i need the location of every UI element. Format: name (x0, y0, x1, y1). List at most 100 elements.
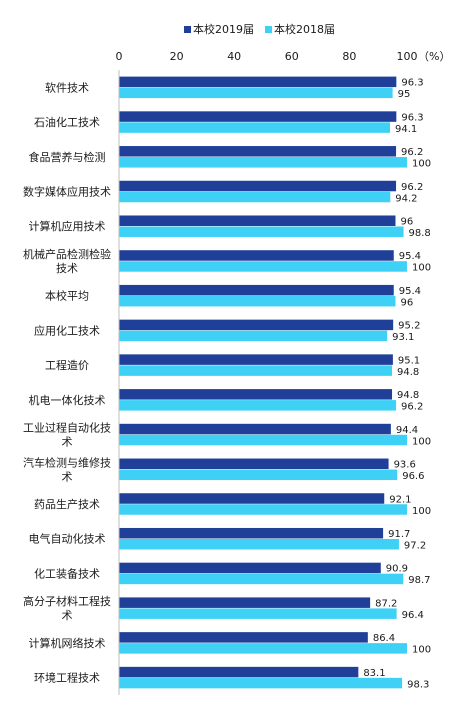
bar-2019-7 (119, 319, 394, 331)
category-label-3: 数字媒体应用技术 (23, 185, 111, 199)
data-label-2019-15: 87.2 (375, 598, 397, 609)
data-label-2019-11: 93.6 (394, 460, 416, 471)
data-label-2018-15: 96.4 (402, 610, 424, 621)
data-label-2018-12: 100 (412, 506, 431, 517)
category-label-17: 环境工程技术 (34, 671, 100, 685)
bar-2019-9 (119, 389, 393, 400)
bars (119, 76, 407, 689)
bar-2019-6 (119, 284, 394, 296)
data-label-2019-14: 90.9 (386, 564, 408, 575)
x-tick-label-60: 60 (285, 50, 299, 63)
data-label-2018-10: 100 (412, 436, 431, 447)
data-label-2018-11: 96.6 (402, 471, 424, 482)
bar-2018-9 (119, 400, 397, 411)
category-label-5: 机械产品检测检验技术 (23, 247, 111, 275)
data-label-2018-4: 98.8 (409, 228, 431, 239)
bar-2018-1 (119, 122, 391, 133)
data-label-2019-4: 96 (400, 216, 413, 227)
bar-2018-12 (119, 504, 407, 515)
data-label-2018-16: 100 (412, 645, 431, 656)
bar-2019-13 (119, 527, 384, 539)
bar-2019-3 (119, 180, 397, 192)
category-label-13: 电气自动化技术 (29, 532, 106, 546)
bar-2019-2 (119, 146, 397, 157)
data-label-2019-10: 94.4 (396, 425, 418, 436)
bar-2018-6 (119, 295, 396, 307)
category-label-9: 机电一体化技术 (29, 393, 106, 407)
bar-2018-11 (119, 469, 398, 481)
data-label-2018-17: 98.3 (407, 679, 429, 690)
x-tick-label-100: 100 (397, 50, 418, 63)
bar-2018-10 (119, 434, 407, 446)
bar-2018-15 (119, 608, 397, 619)
category-label-6: 本校平均 (45, 289, 89, 303)
category-labels: 软件技术石油化工技术食品营养与检测数字媒体应用技术计算机应用技术机械产品检测检验… (23, 80, 111, 684)
data-label-2019-1: 96.3 (401, 112, 423, 123)
data-label-2018-14: 98.7 (408, 575, 430, 586)
bar-2018-4 (119, 226, 404, 237)
x-tick-label-20: 20 (170, 50, 184, 63)
unit-label: （%） (418, 50, 450, 63)
category-label-0: 软件技术 (45, 80, 89, 94)
bar-2019-16 (119, 632, 368, 643)
bar-2019-14 (119, 562, 381, 574)
data-label-2018-5: 100 (412, 263, 431, 274)
x-tick-label-80: 80 (342, 50, 356, 63)
data-label-2019-9: 94.8 (397, 390, 419, 401)
data-label-2019-5: 95.4 (399, 251, 421, 262)
legend-label-2019: 本校2019届 (193, 22, 254, 36)
category-label-2: 食品营养与检测 (29, 150, 106, 164)
bar-2019-12 (119, 493, 385, 504)
data-labels: 96.39596.394.196.210096.294.29698.895.41… (363, 78, 431, 691)
data-label-2019-8: 95.1 (398, 355, 420, 366)
x-axis-tick-labels: 0 20 40 60 80 100 (116, 50, 418, 63)
bar-2019-0 (119, 76, 397, 88)
bar-2018-16 (119, 643, 407, 654)
data-label-2018-7: 93.1 (392, 332, 414, 343)
data-label-2019-13: 91.7 (388, 529, 410, 540)
category-label-12: 药品生产技术 (34, 497, 100, 511)
bar-2019-10 (119, 423, 391, 435)
data-label-2019-17: 83.1 (363, 668, 385, 679)
x-tick-label-40: 40 (227, 50, 241, 63)
category-label-11: 汽车检测与维修技术 (23, 455, 111, 483)
bar-2018-5 (119, 261, 407, 272)
bar-2018-14 (119, 573, 404, 585)
bar-2018-17 (119, 677, 403, 689)
bar-2019-4 (119, 215, 396, 226)
legend-swatch-2019 (184, 26, 191, 33)
bar-2019-5 (119, 250, 394, 261)
category-label-1: 石油化工技术 (34, 115, 100, 129)
category-label-15: 高分子材料工程技术 (23, 594, 111, 622)
legend-swatch-2018 (265, 26, 272, 33)
x-tick-label-0: 0 (116, 50, 123, 63)
bar-2019-11 (119, 458, 389, 470)
bar-2018-3 (119, 191, 391, 203)
data-label-2019-12: 92.1 (389, 494, 411, 505)
legend: 本校2019届 本校2018届 (184, 22, 335, 36)
bar-2019-15 (119, 597, 371, 608)
data-label-2018-6: 96 (400, 297, 413, 308)
data-label-2018-1: 94.1 (395, 124, 417, 135)
bar-2018-2 (119, 157, 407, 168)
bar-2019-1 (119, 111, 397, 122)
bar-2018-0 (119, 87, 393, 99)
legend-label-2018: 本校2018届 (274, 22, 335, 36)
category-label-4: 计算机应用技术 (29, 219, 106, 233)
bar-2018-7 (119, 330, 388, 342)
data-label-2019-0: 96.3 (401, 78, 423, 89)
data-label-2018-0: 95 (398, 89, 411, 100)
data-label-2018-3: 94.2 (395, 193, 417, 204)
bar-2018-8 (119, 365, 393, 376)
data-label-2019-2: 96.2 (401, 147, 423, 158)
data-label-2019-3: 96.2 (401, 182, 423, 193)
category-label-10: 工业过程自动化技术 (23, 421, 111, 449)
data-label-2019-6: 95.4 (399, 286, 421, 297)
category-label-16: 计算机网络技术 (29, 636, 106, 650)
category-label-8: 工程造价 (45, 358, 89, 372)
data-label-2018-8: 94.8 (397, 367, 419, 378)
bar-2019-8 (119, 354, 393, 365)
data-label-2018-9: 96.2 (401, 402, 423, 413)
data-label-2019-7: 95.2 (398, 321, 420, 332)
